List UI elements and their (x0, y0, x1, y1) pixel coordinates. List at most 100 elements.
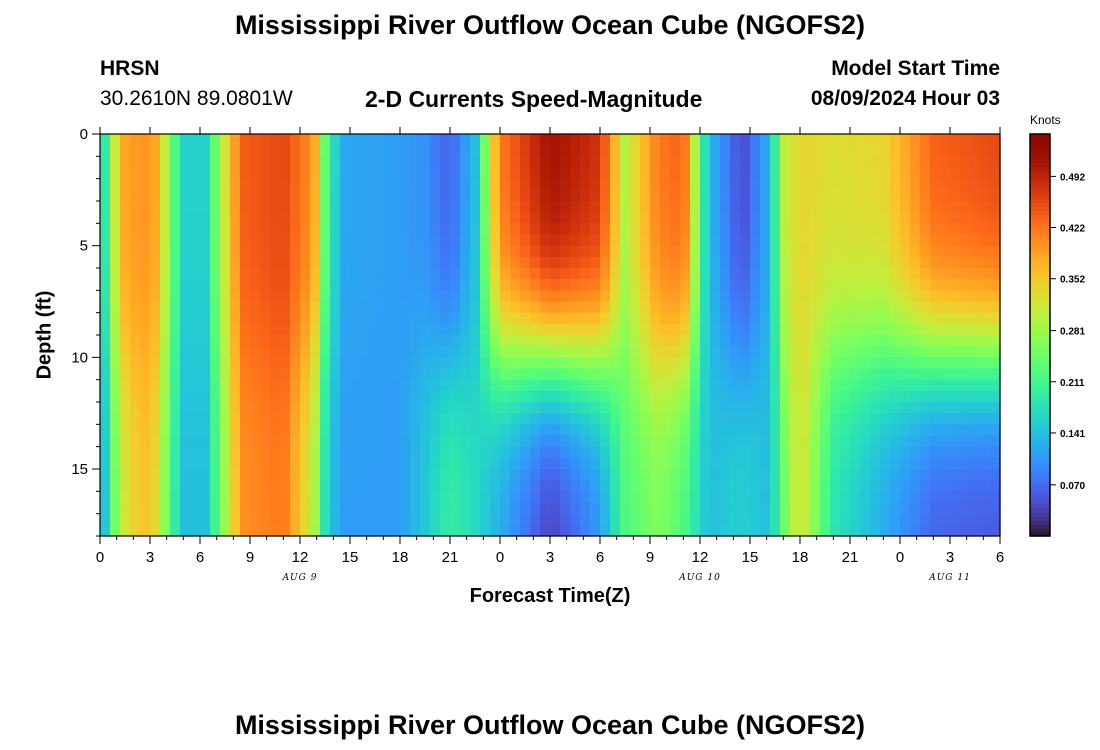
heatmap-cell (640, 145, 651, 157)
heatmap-cell (720, 413, 731, 425)
heatmap-cell (850, 379, 861, 392)
heatmap-cell (210, 189, 221, 202)
heatmap-cell (580, 212, 591, 224)
heatmap-cell (810, 402, 821, 414)
heatmap-cell (450, 469, 461, 481)
x-tick-label: 6 (596, 549, 604, 566)
heatmap-cell (770, 156, 781, 169)
heatmap-cell (560, 245, 571, 258)
heatmap-cell (740, 268, 751, 280)
heatmap-cell (360, 368, 371, 381)
heatmap-cell (680, 390, 691, 403)
heatmap-cell (130, 491, 141, 504)
heatmap-cell (160, 424, 171, 437)
heatmap-cell (420, 189, 431, 202)
heatmap-cell (280, 368, 291, 381)
heatmap-cell (530, 312, 541, 325)
heatmap-cell (660, 301, 671, 314)
heatmap-cell (270, 435, 281, 448)
heatmap-cell (970, 502, 981, 515)
heatmap-cell (900, 446, 911, 459)
heatmap-cell (200, 189, 211, 202)
heatmap-cell (140, 212, 151, 224)
heatmap-cell (490, 357, 501, 370)
heatmap-cell (670, 424, 681, 437)
heatmap-cell (150, 234, 161, 247)
heatmap-cell (570, 134, 581, 146)
heatmap-cell (920, 201, 931, 213)
heatmap-cell (700, 368, 711, 381)
heatmap-cell (620, 513, 631, 526)
heatmap-cell (270, 424, 281, 437)
heatmap-cell (430, 156, 441, 169)
heatmap-cell (980, 279, 991, 291)
heatmap-cell (130, 167, 141, 180)
heatmap-cell (330, 524, 341, 537)
heatmap-cell (410, 379, 421, 392)
heatmap-cell (490, 178, 501, 191)
heatmap-cell (950, 424, 961, 437)
heatmap-cell (990, 145, 1001, 157)
heatmap-cell (590, 346, 601, 358)
heatmap-cell (250, 234, 261, 247)
heatmap-cell (520, 223, 531, 236)
heatmap-cell (980, 346, 991, 358)
heatmap-cell (390, 413, 401, 425)
heatmap-cell (140, 323, 151, 336)
heatmap-cell (650, 323, 661, 336)
heatmap-cell (910, 145, 921, 157)
heatmap-cell (240, 279, 251, 291)
heatmap-cell (620, 312, 631, 325)
heatmap-cell (770, 480, 781, 492)
heatmap-cell (520, 424, 531, 437)
heatmap-cell (830, 368, 841, 381)
heatmap-cell (820, 335, 831, 347)
heatmap-cell (130, 178, 141, 191)
heatmap-cell (730, 424, 741, 437)
heatmap-cell (290, 312, 301, 325)
heatmap-cell (320, 134, 331, 146)
colorbar-cell (1030, 527, 1050, 533)
heatmap-cell (570, 513, 581, 526)
heatmap-cell (430, 212, 441, 224)
heatmap-cell (600, 312, 611, 325)
heatmap-cell (640, 413, 651, 425)
heatmap-cell (120, 480, 131, 492)
heatmap-cell (700, 335, 711, 347)
heatmap-cell (230, 435, 241, 448)
heatmap-cell (380, 312, 391, 325)
heatmap-cell (760, 178, 771, 191)
heatmap-cell (970, 368, 981, 381)
heatmap-cell (390, 346, 401, 358)
heatmap-cell (120, 524, 131, 537)
heatmap-cell (960, 290, 971, 303)
heatmap-cell (760, 368, 771, 381)
heatmap-cell (530, 491, 541, 504)
heatmap-cell (310, 457, 321, 470)
heatmap-cell (790, 156, 801, 169)
heatmap-cell (870, 491, 881, 504)
heatmap-cell (770, 457, 781, 470)
heatmap-cell (730, 178, 741, 191)
heatmap-cell (390, 212, 401, 224)
heatmap-cell (120, 189, 131, 202)
heatmap-cell (850, 502, 861, 515)
heatmap-cell (100, 368, 111, 381)
heatmap-cell (810, 457, 821, 470)
heatmap-cell (330, 446, 341, 459)
heatmap-cell (970, 379, 981, 392)
heatmap-cell (700, 167, 711, 180)
heatmap-cell (420, 491, 431, 504)
heatmap-cell (220, 178, 231, 191)
heatmap-cell (760, 502, 771, 515)
heatmap-cell (470, 201, 481, 213)
heatmap-cell (950, 469, 961, 481)
heatmap-cell (740, 469, 751, 481)
heatmap-cell (130, 502, 141, 515)
heatmap-cell (190, 223, 201, 236)
heatmap-cell (500, 279, 511, 291)
heatmap-cell (660, 178, 671, 191)
heatmap-cell (950, 435, 961, 448)
heatmap-cell (700, 446, 711, 459)
heatmap-cell (900, 323, 911, 336)
